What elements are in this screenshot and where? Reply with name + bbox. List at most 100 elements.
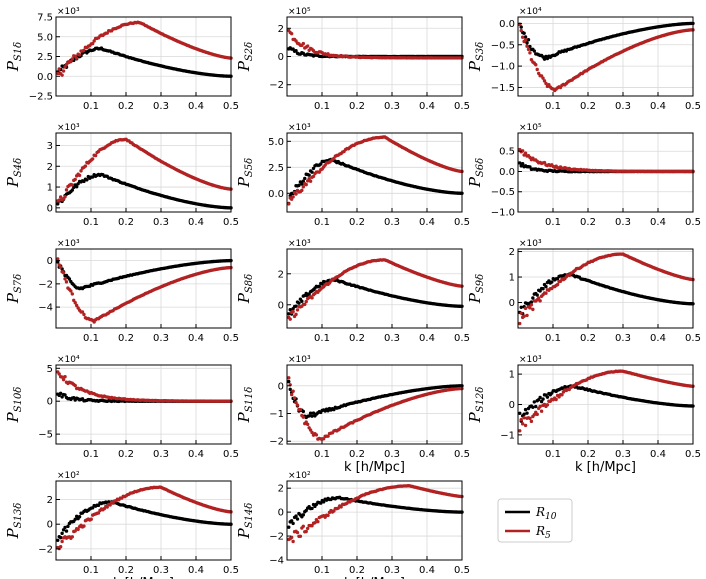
data-point-R10 [531, 296, 535, 300]
axes-frame [286, 248, 463, 329]
y-tick-label: 0.0 [499, 19, 515, 30]
x-tick-label: 0.2 [580, 333, 596, 344]
data-point-R10 [74, 185, 79, 189]
x-tick-label: 0.2 [349, 217, 365, 228]
data-point-R5 [316, 519, 320, 524]
subplot-p3: 0.1 0.2 0.3 0.4 0.5 −1.5 −1.0 −0.5 0.0 ×10⁴ PS3δ [466, 7, 701, 112]
data-point-R5 [70, 57, 75, 61]
data-point-R10 [542, 57, 547, 61]
data-point-R10 [85, 178, 89, 182]
data-point-R10 [301, 409, 306, 414]
data-point-R5 [541, 76, 545, 80]
x-tick-label: 0.5 [454, 101, 470, 112]
data-point-R5 [542, 160, 547, 165]
data-point-R5 [520, 422, 525, 426]
data-point-R5 [303, 302, 307, 307]
x-tick-label: 0.1 [83, 217, 99, 228]
x-tick-label: 0.3 [384, 565, 400, 576]
data-point-R5 [63, 195, 67, 199]
data-point-R10 [63, 393, 67, 397]
data-point-R5 [289, 31, 294, 36]
x-tick-label: 0.1 [314, 217, 330, 228]
y-tick-label: 3 [47, 141, 53, 152]
data-point-R5 [61, 377, 66, 382]
x-tick-label: 0.4 [188, 449, 204, 460]
x-tick-label: 0.4 [419, 101, 435, 112]
data-point-R10 [520, 162, 525, 166]
x-tick-label: 0.5 [223, 101, 239, 112]
y-axis-label: PS11δ [235, 387, 255, 424]
data-point-R10 [288, 308, 292, 312]
data-point-R10 [60, 531, 64, 536]
axis-exponent: ×10² [57, 471, 80, 481]
data-point-R5 [555, 282, 560, 287]
subplot-p9: 0.1 0.2 0.3 0.4 0.5 0 1 2 ×10³ PS9δ [466, 239, 701, 344]
data-point-R10 [518, 411, 522, 415]
data-point-R5 [56, 71, 60, 76]
x-tick-label: 0.3 [615, 217, 631, 228]
data-point-R5 [518, 429, 522, 433]
y-tick-label: −4 [269, 556, 284, 567]
data-point-R10 [287, 525, 291, 529]
data-point-R10 [539, 399, 544, 404]
data-point-R10 [541, 287, 545, 291]
axes-frame [55, 480, 232, 561]
x-tick-label: 0.2 [580, 101, 596, 112]
x-tick-label: 0.4 [188, 333, 204, 344]
data-point-R5 [544, 81, 548, 86]
data-point-R10 [301, 179, 306, 183]
data-point-R5 [72, 298, 76, 303]
axis-exponent: ×10³ [57, 7, 80, 17]
data-point-R5 [83, 164, 88, 168]
data-point-R10 [320, 282, 324, 286]
y-axis-label: PS10δ [4, 387, 24, 424]
data-point-R10 [294, 514, 298, 518]
y-tick-label: 2 [47, 162, 53, 173]
data-point-R5 [63, 65, 67, 69]
data-point-R5 [310, 430, 314, 435]
data-point-R5 [73, 301, 77, 305]
data-point-R10 [545, 395, 550, 399]
x-axis-label: k [h/Mpc] [575, 460, 636, 475]
x-axis-label: k [h/Mpc] [344, 460, 405, 475]
y-axis-label: PS7δ [4, 274, 24, 304]
data-point-R10 [532, 400, 537, 404]
data-point-R5 [544, 291, 548, 295]
data-point-R5 [295, 308, 300, 312]
x-tick-label: 0.1 [314, 101, 330, 112]
data-point-R10 [525, 41, 529, 45]
data-point-R10 [550, 280, 554, 284]
subplot-p7: 0.1 0.2 0.3 0.4 0.5 −4 −2 0 ×10³ PS7δ [4, 239, 239, 344]
data-point-R5 [560, 393, 564, 397]
data-point-R10 [303, 176, 307, 181]
y-tick-label: 0 [509, 298, 515, 309]
data-point-R5 [292, 396, 297, 400]
data-point-R5 [519, 28, 523, 33]
y-tick-label: −4 [38, 303, 53, 314]
data-point-R5 [73, 177, 77, 182]
legend-box [497, 498, 573, 543]
data-point-R5 [519, 311, 523, 315]
y-tick-label: 0 [278, 381, 284, 392]
x-tick-label: 0.4 [188, 565, 204, 576]
data-point-R5 [304, 299, 308, 304]
x-tick-label: 0.5 [454, 565, 470, 576]
y-axis-label: PS8δ [235, 274, 255, 304]
data-point-R5 [287, 202, 291, 206]
data-point-R10 [319, 501, 323, 505]
y-tick-label: 0.0 [268, 189, 284, 200]
x-tick-label: 0.3 [615, 449, 631, 460]
data-point-R10 [291, 521, 295, 526]
data-point-R5 [58, 195, 63, 199]
y-tick-label: 0.0 [499, 167, 515, 178]
y-axis-label: PS9δ [466, 274, 486, 304]
data-point-R10 [525, 411, 529, 415]
data-point-R5 [535, 412, 539, 417]
data-point-R5 [79, 169, 83, 173]
data-point-R5 [60, 73, 64, 77]
data-point-R5 [295, 403, 300, 407]
x-tick-label: 0.3 [384, 333, 400, 344]
y-tick-label: 0 [47, 520, 53, 531]
data-point-R5 [74, 56, 79, 60]
x-tick-label: 0.3 [153, 565, 169, 576]
